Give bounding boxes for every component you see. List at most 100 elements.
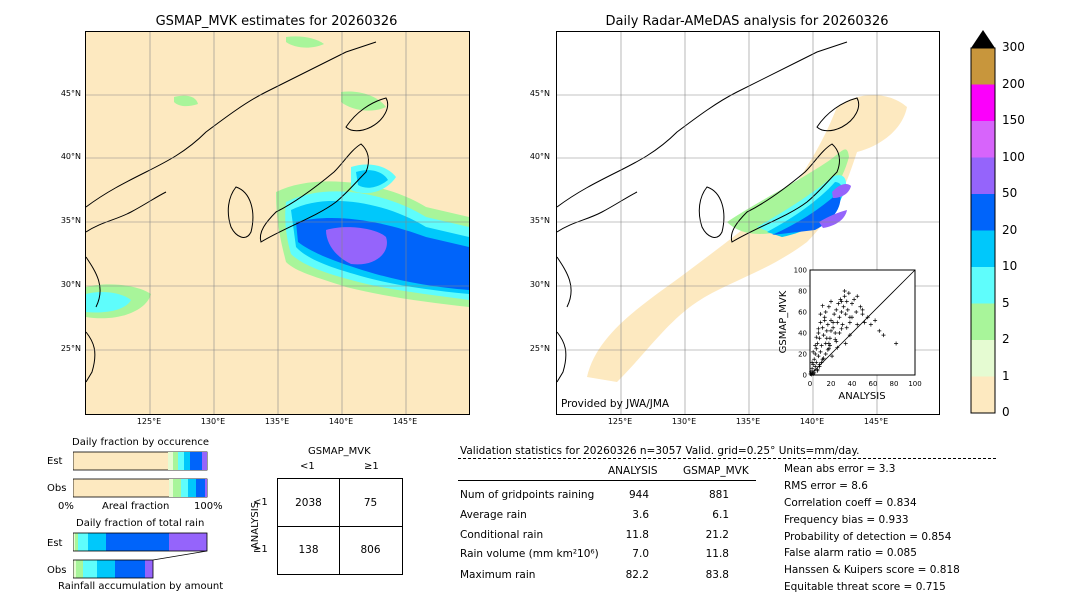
contingency-row-lt1: <1 [253, 497, 268, 508]
scatter-ytick-label: 0 [803, 372, 807, 380]
scatter-point [847, 320, 852, 325]
score-2: Correlation coeff = 0.834 [784, 497, 917, 509]
stat-gsmap-3: 11.8 [705, 548, 729, 560]
scatter-point [816, 354, 821, 359]
scatter-point [818, 320, 823, 325]
stats-header-rule [458, 480, 756, 481]
lon-label-135-r: 135°E [735, 417, 761, 426]
scatter-point [824, 328, 829, 333]
scatter-point [838, 297, 843, 302]
scatter-point [855, 294, 860, 299]
colorbar-tick-label: 0 [1002, 405, 1010, 419]
contingency-col-ge1: ≥1 [364, 461, 379, 472]
stat-label-3: Rain volume (mm km²10⁶) [460, 548, 599, 560]
lat-label-25: 25°N [60, 344, 81, 353]
colorbar [970, 30, 996, 414]
stat-gsmap-0: 881 [708, 489, 729, 501]
colorbar-segment [971, 84, 995, 121]
stat-gsmap-2: 21.2 [705, 529, 729, 541]
lat-label-45: 45°N [60, 89, 81, 98]
colorbar-segment [971, 376, 995, 413]
scatter-xtick-label: 40 [848, 380, 857, 388]
scatter-point [862, 320, 867, 325]
colorbar-tick-label: 20 [1002, 222, 1018, 237]
occurence-x-mid: Areal fraction [102, 501, 170, 512]
contingency-title: GSMAP_MVK [308, 446, 371, 457]
colorbar-segment [971, 194, 995, 231]
scatter-point [858, 304, 863, 309]
scatter-plot: 00 20 20 40 40 60 60 80 80 100 100 ANALYSIS GSMAP_… [778, 267, 922, 403]
contingency-cell-11: 806 [360, 544, 381, 556]
scatter-point [813, 343, 818, 348]
contingency-cell-10: 138 [298, 544, 319, 556]
scatter-ytick-label: 60 [798, 309, 807, 317]
scatter-point [852, 297, 857, 302]
stat-analysis-1: 3.6 [632, 509, 649, 521]
scatter-point [829, 328, 833, 333]
colorbar-segment [971, 48, 995, 85]
scatter-point [823, 310, 828, 314]
lon-label-130: 130°E [200, 417, 226, 426]
score-4: Probability of detection = 0.854 [784, 531, 952, 543]
scatter-point [819, 343, 824, 348]
scatter-point [829, 299, 833, 304]
score-1: RMS error = 8.6 [784, 480, 868, 492]
scatter-point [811, 349, 816, 354]
scatter-point [839, 310, 844, 314]
scatter-point [831, 325, 836, 330]
colorbar-segment [971, 121, 995, 158]
lon-label-140: 140°E [328, 417, 354, 426]
stat-label-0: Num of gridpoints raining [460, 489, 595, 501]
scatter-point [850, 315, 854, 320]
occurence-title: Daily fraction by occurence [72, 437, 210, 448]
colorbar-segment [971, 303, 995, 340]
validation-divider [458, 458, 996, 459]
total-rain-bars [73, 532, 208, 579]
scatter-point [850, 301, 854, 306]
left-map-title: GSMAP_MVK estimates for 20260326 [155, 14, 398, 29]
lon-label-135: 135°E [264, 417, 290, 426]
colorbar-tick-label: 300 [1002, 40, 1025, 54]
scatter-point [839, 299, 844, 304]
scatter-point [868, 322, 873, 327]
scatter-xtick-label: 60 [869, 380, 878, 388]
occurence-bars [73, 451, 208, 498]
lon-label-125-r: 125°E [607, 417, 633, 426]
occurence-x-right: 100% [194, 501, 223, 512]
gsmap-estimate-map [85, 31, 470, 415]
scatter-point [842, 289, 847, 293]
occurence-est-label: Est [47, 456, 63, 467]
scatter-point [825, 347, 830, 352]
total-rain-est-label: Est [47, 538, 63, 549]
contingency-cell-01: 75 [363, 497, 378, 509]
right-map-title: Daily Radar-AMeDAS analysis for 20260326 [605, 14, 889, 29]
total-rain-obs-label: Obs [47, 565, 67, 576]
scatter-point [860, 312, 865, 317]
scatter-point [844, 299, 849, 304]
scatter-point [811, 362, 816, 367]
scatter-point [847, 333, 852, 338]
score-7: Equitable threat score = 0.715 [784, 581, 946, 593]
stat-gsmap-1: 6.1 [712, 509, 729, 521]
colorbar-segment [971, 157, 995, 194]
occurence-x-left: 0% [58, 501, 74, 512]
stat-label-2: Conditional rain [460, 529, 544, 541]
scatter-point [820, 303, 825, 308]
scatter-point [813, 364, 818, 369]
lon-label-145: 145°E [392, 417, 418, 426]
scatter-point [827, 343, 832, 348]
lat-label-35-r: 35°N [529, 216, 550, 225]
scatter-point [834, 339, 839, 344]
lat-label-30-r: 30°N [529, 280, 550, 289]
scatter-point [810, 360, 815, 365]
stat-analysis-3: 7.0 [632, 548, 649, 560]
lon-label-130-r: 130°E [671, 417, 697, 426]
score-6: Hanssen & Kuipers score = 0.818 [784, 564, 960, 576]
scatter-point [835, 320, 840, 325]
lon-label-140-r: 140°E [799, 417, 825, 426]
colorbar-tick-label: 200 [1002, 76, 1025, 91]
contingency-col-lt1: <1 [300, 461, 315, 472]
scatter-point [844, 325, 849, 330]
colorbar-segment [971, 267, 995, 304]
scatter-point [825, 322, 830, 327]
